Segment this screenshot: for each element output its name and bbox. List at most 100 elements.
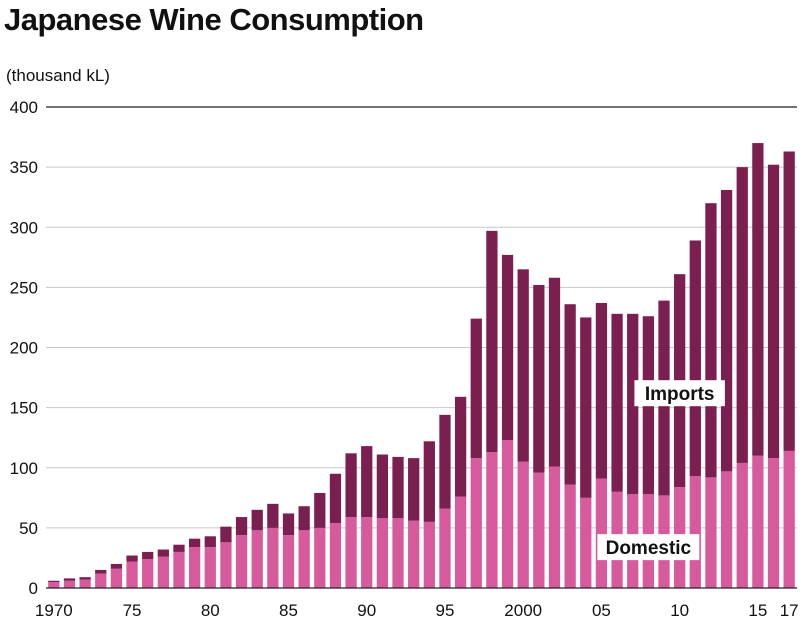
bar-domestic-2001 [533,472,545,588]
bar-imports-2006 [611,313,623,492]
y-tick-label-400: 400 [10,98,38,117]
x-tick-label-2017: 17 [780,601,799,620]
bar-domestic-1974 [110,568,123,588]
bar-domestic-1970 [48,581,60,588]
bar-domestic-1996 [454,496,467,588]
bar-imports-1991 [376,454,389,519]
bar-imports-1979 [189,538,201,548]
bar-imports-2001 [533,284,545,473]
bar-domestic-1979 [189,547,201,588]
bar-imports-1995 [439,414,451,509]
bar-imports-1970 [48,580,60,582]
bar-imports-2016 [767,164,780,459]
bar-imports-1977 [157,549,169,557]
bar-imports-1974 [110,563,123,569]
x-tick-label-1970: 1970 [35,601,73,620]
bar-imports-2015 [752,143,764,456]
y-tick-label-0: 0 [29,579,38,598]
x-tick-label-2010: 10 [670,601,689,620]
x-tick-label-1975: 75 [123,601,142,620]
y-tick-label-100: 100 [10,459,38,478]
annotation-imports: Imports [645,384,715,405]
bar-imports-2004 [580,317,592,498]
bar-imports-1999 [501,254,514,441]
bar-imports-1997 [470,318,482,459]
bar-domestic-1975 [126,561,138,588]
bar-imports-1989 [345,453,357,518]
chart-title: Japanese Wine Consumption [4,2,424,37]
bar-imports-1975 [126,555,138,562]
x-tick-label-1980: 80 [201,601,220,620]
y-tick-label-350: 350 [10,158,38,177]
bar-domestic-1988 [329,523,342,588]
bar-domestic-2015 [752,455,764,588]
bar-domestic-1990 [361,517,373,588]
bar-domestic-2013 [720,471,733,588]
bar-domestic-1992 [392,518,404,588]
bar-domestic-1995 [439,508,451,588]
bar-domestic-2017 [783,450,795,588]
x-tick-label-1995: 95 [436,601,455,620]
bar-imports-1981 [220,526,232,543]
bar-domestic-1977 [157,556,169,588]
bar-imports-1998 [486,230,498,453]
bar-imports-1978 [173,544,185,552]
bar-domestic-2011 [689,476,701,588]
x-tick-label-2000: 2000 [504,601,542,620]
bar-imports-2003 [564,304,576,485]
bar-imports-2017 [783,151,795,451]
bar-imports-2007 [627,313,639,495]
bar-imports-1992 [392,456,404,519]
bar-imports-1980 [204,536,216,548]
bar-domestic-1983 [251,530,263,588]
bar-domestic-1978 [173,551,185,588]
bar-imports-2014 [736,167,748,463]
bar-imports-1976 [142,551,154,560]
bar-imports-2012 [705,203,717,478]
bar-domestic-1982 [235,535,248,588]
bar-imports-1987 [314,493,326,528]
x-tick-label-2005: 05 [592,601,611,620]
bar-domestic-1984 [267,527,279,588]
bar-imports-1971 [63,578,76,581]
bar-domestic-1989 [345,517,357,588]
bar-imports-1983 [251,509,263,531]
bar-domestic-2014 [736,462,748,588]
y-tick-label-250: 250 [10,278,38,297]
bar-imports-1988 [329,473,342,524]
bar-domestic-2004 [580,497,592,588]
annotation-domestic: Domestic [606,538,692,559]
bar-domestic-1986 [298,530,310,588]
bar-domestic-2005 [595,478,608,588]
y-tick-label-50: 50 [19,519,38,538]
bar-imports-1985 [282,513,295,536]
bar-domestic-1976 [142,559,154,588]
x-tick-label-1990: 90 [357,601,376,620]
bar-domestic-1997 [470,458,482,588]
bar-domestic-1972 [79,579,91,588]
bar-domestic-2016 [767,458,780,588]
bar-domestic-1980 [204,547,216,588]
bar-imports-1996 [454,396,467,497]
bar-imports-1984 [267,503,279,528]
bar-imports-2002 [548,277,561,467]
y-tick-label-300: 300 [10,218,38,237]
y-axis-unit: (thousand kL) [6,66,110,85]
bar-imports-2005 [595,303,608,479]
bar-domestic-1981 [220,542,232,588]
y-tick-label-150: 150 [10,399,38,418]
bar-imports-1982 [235,517,248,536]
bar-domestic-1971 [63,580,76,588]
bar-imports-1986 [298,506,310,531]
bar-domestic-1973 [95,573,107,588]
bar-domestic-1998 [486,452,498,588]
annotation-box-imports [634,380,725,407]
x-tick-label-2015: 15 [748,601,767,620]
bar-domestic-1987 [314,527,326,588]
bar-imports-2011 [689,240,701,477]
bar-domestic-2003 [564,484,576,588]
bar-imports-1993 [408,458,420,521]
bar-imports-1994 [423,441,435,522]
bar-domestic-1999 [501,440,514,588]
